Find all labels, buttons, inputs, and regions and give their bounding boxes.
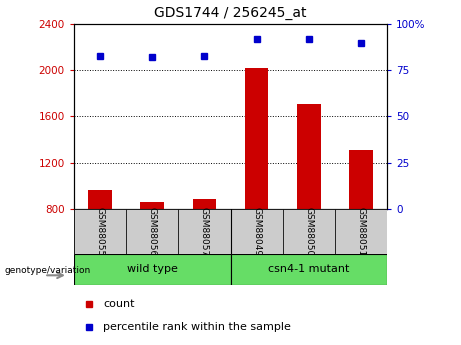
Bar (74, 209, 126, 254)
Bar (245, 68, 268, 209)
Text: csn4-1 mutant: csn4-1 mutant (268, 264, 349, 274)
Bar (230, 209, 283, 254)
Text: percentile rank within the sample: percentile rank within the sample (103, 322, 291, 332)
Bar (230, 254, 387, 285)
Text: GSM88050: GSM88050 (304, 207, 313, 256)
Bar (140, 202, 164, 209)
Text: GSM88057: GSM88057 (200, 207, 209, 256)
Bar (335, 209, 387, 254)
Text: GSM88056: GSM88056 (148, 207, 157, 256)
Bar (74, 254, 230, 285)
Text: count: count (103, 299, 135, 309)
Text: GSM88055: GSM88055 (95, 207, 104, 256)
Text: GSM88049: GSM88049 (252, 207, 261, 256)
Text: genotype/variation: genotype/variation (5, 266, 91, 275)
Text: GSM88051: GSM88051 (357, 207, 366, 256)
Bar (178, 209, 230, 254)
Text: wild type: wild type (127, 264, 177, 274)
Bar (193, 199, 216, 209)
Bar (297, 104, 320, 209)
Bar (349, 150, 373, 209)
Bar (88, 190, 112, 209)
Title: GDS1744 / 256245_at: GDS1744 / 256245_at (154, 6, 307, 20)
Bar (126, 209, 178, 254)
Bar (283, 209, 335, 254)
